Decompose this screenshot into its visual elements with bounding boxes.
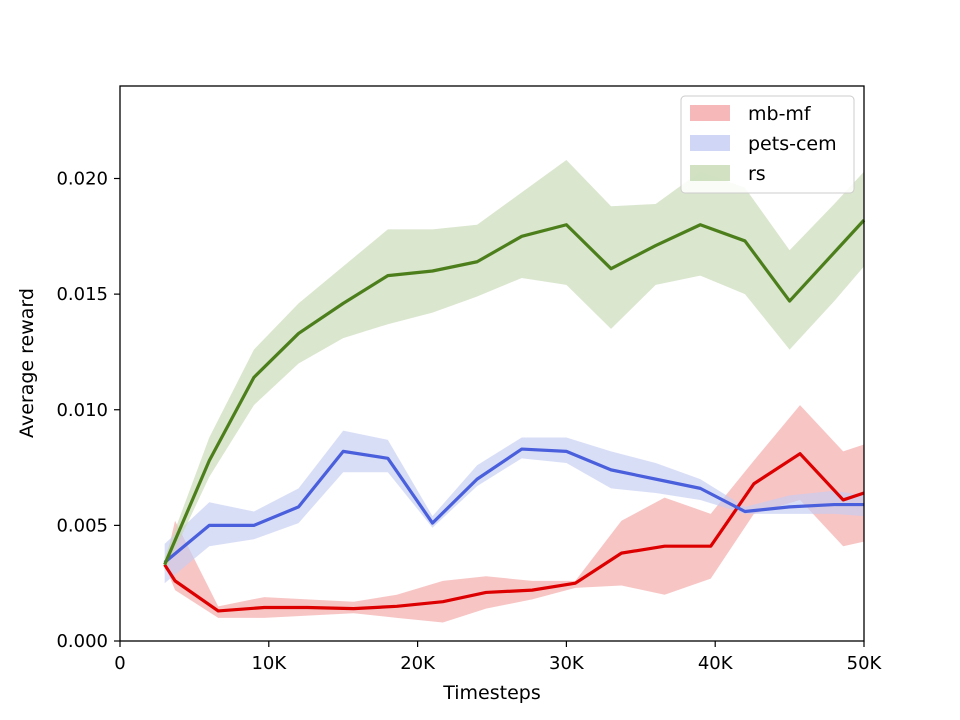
x-tick-label: 0 — [114, 653, 125, 674]
plot-frame — [119, 85, 865, 642]
legend: mb-mf pets-cem rs — [680, 95, 855, 194]
legend-label-mb-mf: mb-mf — [748, 103, 812, 125]
band-pets-cem — [164, 430, 864, 584]
legend-swatch-mb-mf — [690, 105, 730, 121]
x-tick-label: 10K — [251, 653, 287, 674]
y-axis-title: Average reward — [16, 288, 38, 438]
y-tick-label: 0.015 — [56, 284, 108, 305]
series-line-pets-cem — [163, 447, 864, 564]
legend-label-rs: rs — [748, 163, 766, 185]
y-tick-label: 0.005 — [56, 515, 108, 536]
y-tick-label: 0.020 — [56, 169, 108, 190]
x-tick-label: 50K — [847, 653, 883, 674]
confidence-bands — [164, 160, 864, 623]
y-tick-label: 0.000 — [56, 631, 108, 652]
legend-label-pets-cem: pets-cem — [748, 133, 837, 155]
band-rs — [164, 160, 864, 572]
legend-swatch-rs — [690, 165, 730, 181]
x-tick-label: 30K — [549, 653, 585, 674]
y-axis-ticks: 0.000 0.005 0.010 0.015 0.020 — [56, 169, 120, 652]
y-tick-label: 0.010 — [56, 400, 108, 421]
series-lines — [163, 219, 866, 613]
legend-swatch-pets-cem — [690, 135, 730, 151]
x-tick-label: 20K — [400, 653, 436, 674]
series-line-rs — [163, 219, 866, 566]
x-axis-ticks: 0 10K 20K 30K 40K 50K — [114, 641, 883, 674]
x-tick-label: 40K — [698, 653, 734, 674]
series-line-mb-mf — [163, 452, 865, 613]
x-axis-title: Timesteps — [442, 682, 541, 704]
band-mb-mf — [164, 405, 864, 623]
